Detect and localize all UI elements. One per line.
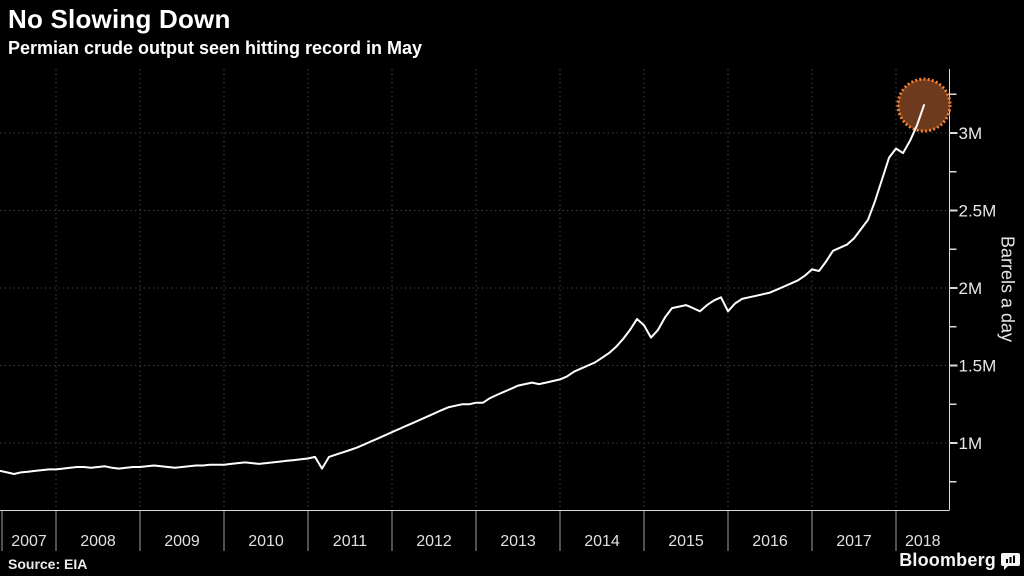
chart-title: No Slowing Down [8,4,231,34]
y-tick-label: 2M [959,279,983,298]
x-year-label: 2012 [416,533,452,550]
chart-subtitle: Permian crude output seen hitting record… [8,38,423,58]
bloomberg-brand: Bloomberg [899,550,1020,571]
x-year-label: 2008 [80,533,116,550]
bloomberg-wordmark: Bloomberg [899,550,996,570]
x-year-label: 2009 [164,533,200,550]
x-year-label: 2007 [11,533,47,550]
y-tick-label: 1M [959,434,983,453]
y-tick-label: 1.5M [959,357,997,376]
x-year-label: 2013 [500,533,536,550]
production-line [0,104,925,475]
x-year-label: 2018 [905,533,941,550]
bloomberg-logo-icon [1001,552,1020,570]
x-year-label: 2015 [668,533,704,550]
x-year-label: 2010 [248,533,284,550]
chart-header: No Slowing Down Permian crude output see… [8,2,422,60]
y-tick-label: 2.5M [959,202,997,221]
y-tick-label: 3M [959,124,983,143]
x-year-label: 2011 [333,533,368,550]
x-year-label: 2016 [752,533,788,550]
source-note: Source: EIA [8,556,88,572]
y-axis-label: Barrels a day [997,236,1018,343]
x-year-label: 2014 [584,533,620,550]
y-axis-label-wrap: Barrels a day [994,69,1020,510]
x-year-label: 2017 [836,533,872,550]
